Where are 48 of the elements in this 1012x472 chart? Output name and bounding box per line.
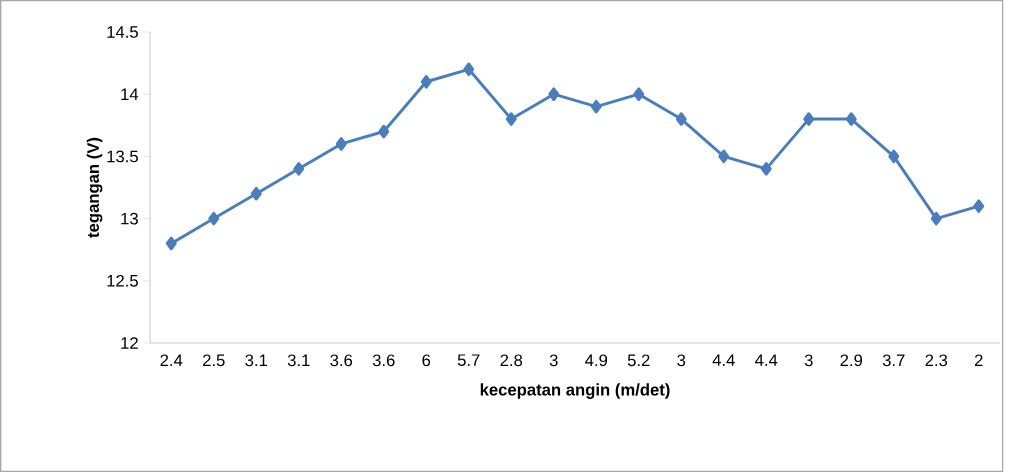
- point: [973, 199, 985, 213]
- x-tick-label: 3.6: [330, 354, 353, 367]
- x-tick-label: 2.4: [160, 354, 183, 367]
- point: [590, 99, 602, 114]
- y-tick-label: 12.5: [107, 274, 138, 287]
- point: [930, 211, 942, 226]
- point: [250, 186, 262, 201]
- point: [335, 137, 347, 151]
- x-tick-label: 6: [422, 354, 431, 367]
- y-tick-label: 14: [121, 88, 139, 100]
- x-tick-label: 2.9: [840, 354, 863, 367]
- point: [463, 62, 475, 77]
- y-tick-label: 14.5: [107, 26, 138, 38]
- x-axis-title: kecepatan angin (m/det): [480, 383, 670, 399]
- y-tick-label: 12: [121, 337, 138, 349]
- x-tick-label: 5.2: [627, 354, 650, 367]
- x-tick-label: 3.7: [882, 354, 905, 367]
- point: [760, 162, 772, 176]
- y-axis-title: tegangan (V): [86, 137, 103, 238]
- y-tick-label: 13.5: [107, 150, 138, 163]
- point: [208, 211, 220, 226]
- x-tick-label: 3: [804, 354, 813, 367]
- x-tick-label: 3.6: [372, 354, 395, 367]
- point: [505, 112, 517, 126]
- x-tick-label: 4.4: [755, 354, 778, 366]
- x-tick-label: 5.7: [457, 354, 480, 367]
- point: [803, 112, 815, 126]
- point: [165, 236, 177, 251]
- point: [633, 87, 645, 101]
- point: [378, 124, 390, 139]
- point: [888, 149, 900, 164]
- x-tick-label: 2.3: [925, 354, 948, 367]
- point: [293, 162, 305, 176]
- x-tick-label: 4.4: [712, 354, 735, 366]
- x-tick-label: 2: [974, 354, 983, 367]
- point: [548, 87, 560, 101]
- x-tick-label: 3.1: [287, 354, 310, 367]
- x-tick-label: 3.1: [245, 354, 268, 367]
- x-tick-label: 2.5: [203, 354, 225, 367]
- point: [718, 149, 730, 164]
- point: [420, 74, 432, 89]
- x-tick-label: 3: [549, 354, 558, 367]
- y-tick-label: 13: [121, 212, 138, 225]
- point: [845, 112, 857, 126]
- x-tick-label: 3: [677, 354, 686, 367]
- x-tick-label: 2.8: [500, 354, 523, 367]
- point: [675, 112, 687, 126]
- x-tick-label: 4.9: [585, 354, 608, 367]
